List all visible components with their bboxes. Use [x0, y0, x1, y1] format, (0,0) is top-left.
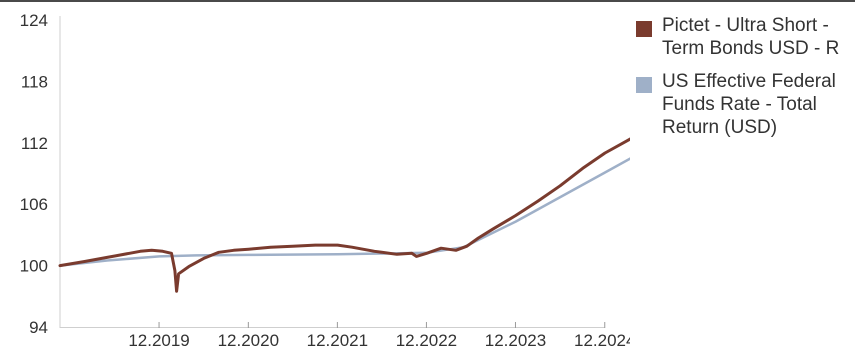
legend-swatch-fed-funds [636, 77, 652, 93]
y-tick-label: 94 [29, 318, 48, 337]
legend-item-pictet: Pictet - Ultra Short -Term Bonds USD - R [636, 14, 852, 60]
x-tick-label: 12.2022 [396, 331, 457, 350]
x-tick-label: 12.2021 [307, 331, 368, 350]
legend: Pictet - Ultra Short -Term Bonds USD - R… [636, 14, 852, 149]
y-tick-label: 124 [20, 11, 48, 30]
y-tick-label: 100 [20, 257, 48, 276]
x-tick-label: 12.2024 [574, 331, 630, 350]
legend-item-fed-funds: US Effective Federal Funds Rate - Total … [636, 70, 852, 139]
series-line-pictet [58, 137, 630, 293]
series-line-fed-funds [58, 157, 630, 267]
legend-swatch-pictet [636, 21, 652, 37]
x-tick-label: 12.2023 [485, 331, 546, 350]
x-axis-ticks: 12.2019 12.2020 12.2021 12.2022 12.2023 12.20… [128, 322, 630, 350]
x-tick-label: 12.2020 [218, 331, 279, 350]
x-tick-label: 12.2019 [128, 331, 189, 350]
y-tick-label: 118 [21, 72, 48, 91]
legend-label-fed-funds: US Effective Federal Funds Rate - Total … [662, 71, 836, 138]
series-lines [58, 137, 630, 293]
y-tick-label: 112 [21, 134, 48, 153]
top-rule [0, 0, 855, 2]
y-tick-label: 106 [20, 195, 48, 214]
y-axis-ticks: 94 100 106 112 118 124 [20, 11, 48, 337]
legend-label-pictet: Pictet - Ultra Short -Term Bonds USD - R [662, 15, 840, 59]
